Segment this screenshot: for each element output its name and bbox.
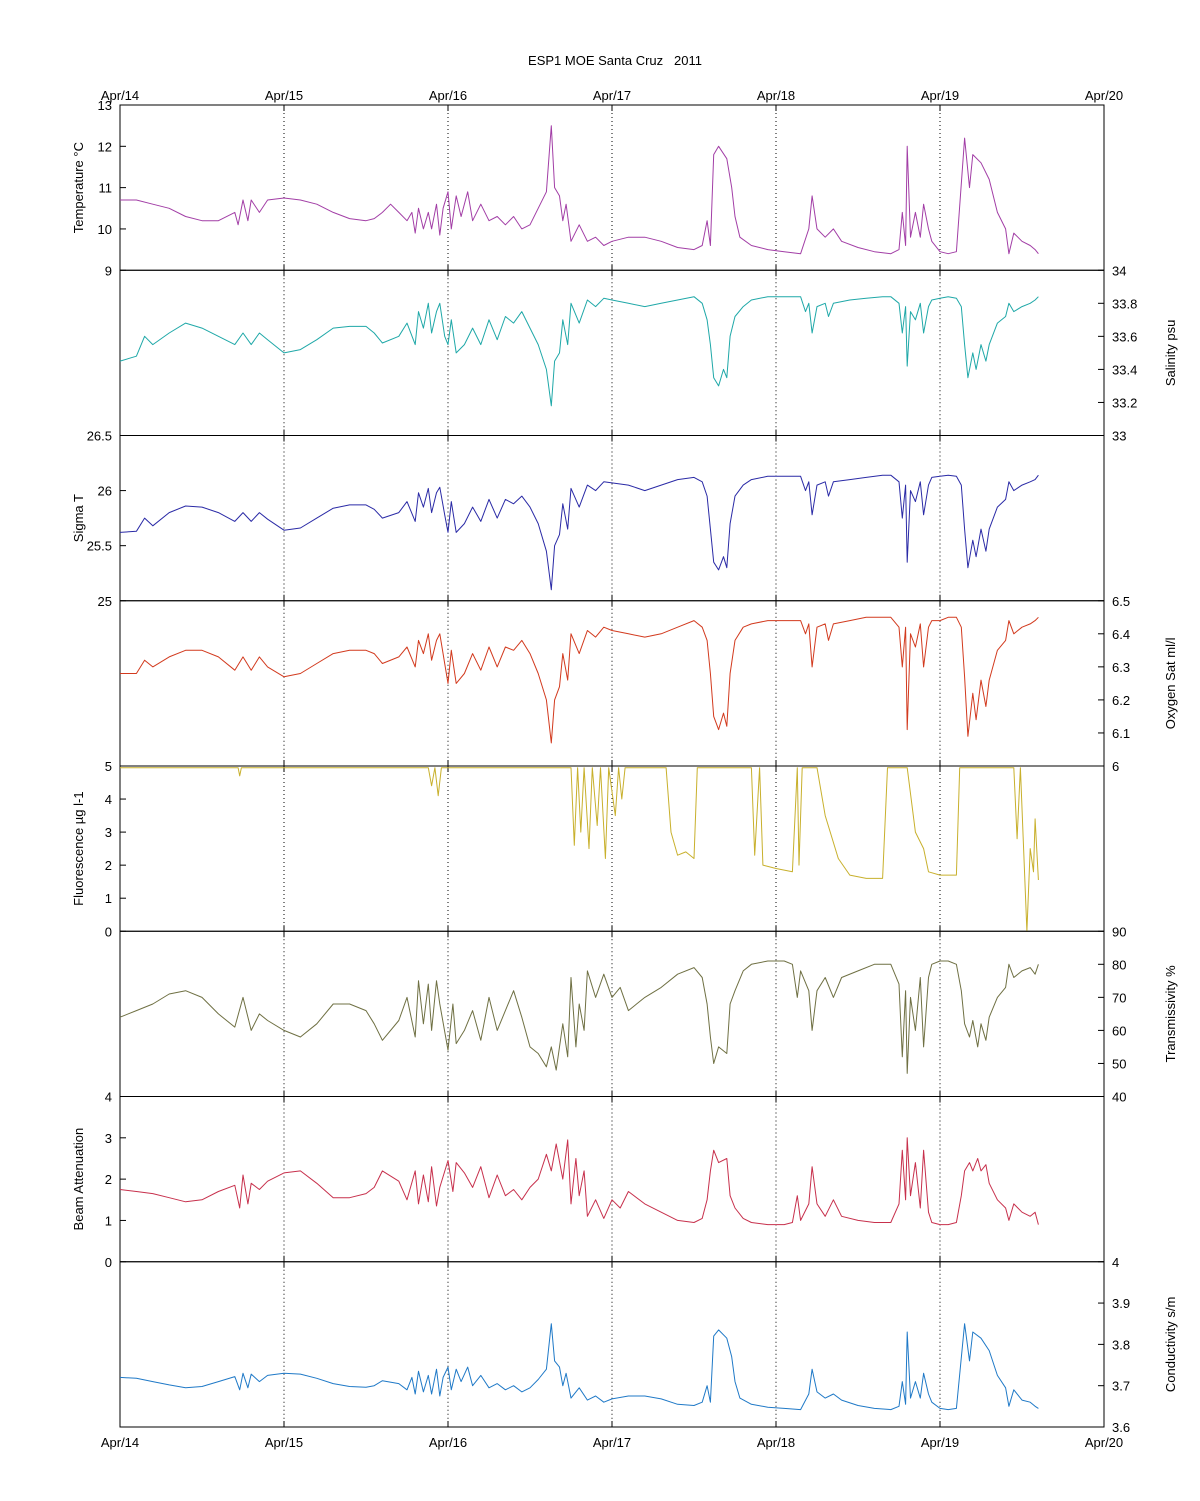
y-tick-label: 4 <box>105 1090 112 1105</box>
series-line <box>119 296 1039 407</box>
series-line <box>119 1137 1039 1226</box>
y-tick-label: 40 <box>1112 1090 1126 1105</box>
x-tick-label-top: Apr/17 <box>593 88 631 103</box>
series-line <box>120 616 1039 744</box>
y-tick-label: 26.5 <box>87 429 112 444</box>
series-line <box>120 125 1039 255</box>
y-tick-label: 34 <box>1112 263 1126 278</box>
x-tick-label-top: Apr/15 <box>265 88 303 103</box>
top-x-axis-labels: Apr/14 Apr/15 Apr/16 Apr/17 Apr/18 Apr/19 Apr/… <box>101 88 1123 103</box>
y-tick-label: 1 <box>105 1213 112 1228</box>
y-axis-label: Sigma T <box>71 494 86 542</box>
x-tick-label-top: Apr/19 <box>921 88 959 103</box>
y-tick-label: 60 <box>1112 1023 1126 1038</box>
y-tick-label: 12 <box>98 139 112 154</box>
y-tick-label: 90 <box>1112 924 1126 939</box>
y-tick-label: 26 <box>98 484 112 499</box>
panel: 0 1 2 3 4 5 Fluorescence µg l-1 <box>71 759 1105 939</box>
panel: 0 1 2 3 4 Beam Attenuation <box>71 1090 1105 1270</box>
y-tick-label: 80 <box>1112 957 1126 972</box>
panel: 6 6.1 6.2 6.3 6.4 6.5 Oxygen Sat ml/l <box>119 594 1178 774</box>
panel: 40 50 60 70 80 90 Transmissivity % <box>119 924 1178 1105</box>
y-tick-label: 3 <box>105 1131 112 1146</box>
x-tick-label-bottom: Apr/14 <box>101 1435 139 1450</box>
y-axis-label: Fluorescence µg l-1 <box>71 791 86 905</box>
y-tick-label: 25.5 <box>87 539 112 554</box>
series-line <box>119 960 1039 1074</box>
y-axis-label: Salinity psu <box>1163 320 1178 386</box>
y-tick-label: 33.4 <box>1112 362 1137 377</box>
y-tick-label: 3.8 <box>1112 1337 1130 1352</box>
y-axis-label: Conductivity s/m <box>1163 1297 1178 1392</box>
panel: 25 25.5 26 26.5 Sigma T <box>71 429 1105 609</box>
y-tick-label: 2 <box>105 858 112 873</box>
x-tick-label-bottom: Apr/17 <box>593 1435 631 1450</box>
y-tick-label: 33 <box>1112 429 1126 444</box>
y-tick-label: 13 <box>98 98 112 113</box>
series-line <box>120 767 1039 932</box>
y-tick-label: 3.9 <box>1112 1296 1130 1311</box>
panel: 33 33.2 33.4 33.6 33.8 34 Salinity psu <box>119 263 1178 444</box>
y-tick-label: 4 <box>1112 1255 1119 1270</box>
y-tick-label: 1 <box>105 891 112 906</box>
y-tick-label: 0 <box>105 924 112 939</box>
y-tick-label: 6.5 <box>1112 594 1130 609</box>
y-tick-label: 25 <box>98 594 112 609</box>
y-tick-label: 33.2 <box>1112 395 1137 410</box>
x-tick-label-bottom: Apr/19 <box>921 1435 959 1450</box>
chart-title: ESP1 MOE Santa Cruz 2011 <box>528 53 702 68</box>
y-tick-label: 3.7 <box>1112 1379 1130 1394</box>
y-tick-label: 3 <box>105 825 112 840</box>
y-tick-label: 10 <box>98 222 112 237</box>
y-axis-label: Transmissivity % <box>1163 965 1178 1062</box>
x-tick-label-top: Apr/16 <box>429 88 467 103</box>
y-tick-label: 4 <box>105 792 112 807</box>
y-tick-label: 33.6 <box>1112 329 1137 344</box>
y-tick-label: 5 <box>105 759 112 774</box>
x-tick-label-bottom: Apr/18 <box>757 1435 795 1450</box>
series-line <box>119 474 1039 591</box>
y-tick-label: 6.1 <box>1112 726 1130 741</box>
y-tick-label: 50 <box>1112 1056 1126 1071</box>
y-axis-label: Beam Attenuation <box>71 1128 86 1231</box>
y-tick-label: 70 <box>1112 990 1126 1005</box>
y-axis-label: Temperature °C <box>71 142 86 233</box>
x-tick-label-top: Apr/18 <box>757 88 795 103</box>
y-tick-label: 9 <box>105 263 112 278</box>
panel: 3.6 3.7 3.8 3.9 4 Conductivity s/m <box>119 1255 1178 1435</box>
y-tick-label: 6.4 <box>1112 627 1130 642</box>
series-line <box>119 1323 1039 1411</box>
y-tick-label: 0 <box>105 1255 112 1270</box>
x-tick-label-top: Apr/20 <box>1085 88 1123 103</box>
y-tick-label: 3.6 <box>1112 1420 1130 1435</box>
x-tick-label-bottom: Apr/15 <box>265 1435 303 1450</box>
y-tick-label: 6 <box>1112 759 1119 774</box>
y-tick-label: 2 <box>105 1172 112 1187</box>
y-tick-label: 11 <box>99 181 113 196</box>
y-tick-label: 33.8 <box>1112 296 1137 311</box>
y-axis-label: Oxygen Sat ml/l <box>1163 637 1178 729</box>
y-tick-label: 6.2 <box>1112 693 1130 708</box>
x-tick-label-top: Apr/14 <box>101 88 139 103</box>
y-tick-label: 6.3 <box>1112 660 1130 675</box>
x-tick-label-bottom: Apr/20 <box>1085 1435 1123 1450</box>
panel: 9 10 11 12 13 Temperature °C <box>71 98 1105 278</box>
x-tick-label-bottom: Apr/16 <box>429 1435 467 1450</box>
bottom-x-axis-labels: Apr/14 Apr/15 Apr/16 Apr/17 Apr/18 Apr/19 Apr/… <box>101 1435 1123 1450</box>
